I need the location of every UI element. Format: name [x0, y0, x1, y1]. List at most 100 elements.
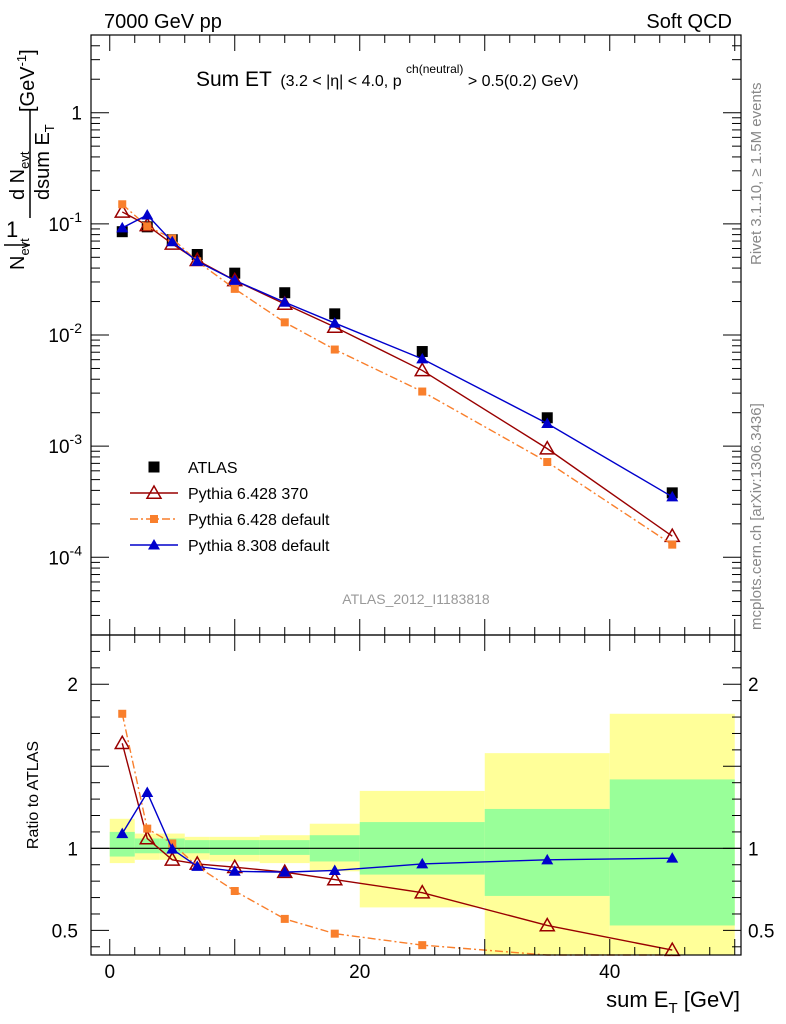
ratio-point-pythia-8-308-default: [116, 827, 129, 839]
main-point-pythia-6-428-default: [280, 318, 289, 327]
main-point-pythia-6-428-default: [143, 222, 152, 231]
main-panel: 10-4 10-3 10-2 10-1 1 Sum ET (3.2 < |η| < 4.…: [4, 34, 742, 636]
ratio-point-pythia-6-428-default: [418, 941, 427, 950]
legend-label-atlas: ATLAS: [188, 460, 238, 477]
ratio-y-axis-label: Ratio to ATLAS: [25, 741, 42, 849]
ratio-point-pythia-8-308-default: [166, 843, 179, 854]
legend-label-pythia-6-428-370: Pythia 6.428 370: [188, 486, 308, 503]
main-x-ticks: [109, 35, 736, 635]
main-title: Sum ET (3.2 < |η| < 4.0, p ch(neutral) >…: [196, 60, 579, 91]
ratio-point-pythia-8-308-default: [416, 857, 429, 869]
main-point-atlas: [279, 287, 291, 299]
ratio-point-pythia-6-428-370: [276, 863, 294, 879]
ratio-point-pythia-6-428-370: [163, 851, 181, 866]
ylabel-denominator: dsum ET: [32, 124, 57, 200]
main-point-pythia-6-428-default: [543, 458, 552, 467]
legend-marker-pythia-6-428-370: [145, 484, 163, 499]
main-series-line-pythia-6-428-default: [121, 203, 673, 546]
main-point-pythia-6-428-default: [418, 387, 427, 396]
ratio-point-pythia-8-308-default: [541, 853, 554, 865]
main-point-pythia-6-428-default: [668, 540, 677, 549]
ratio-y-tick-label-right: 1: [748, 839, 759, 860]
x-tick-label: 0: [104, 962, 115, 983]
ratio-y-tick-label-left: 2: [67, 675, 78, 696]
ratio-stat-band: [184, 840, 210, 854]
ratio-stat-band: [259, 840, 310, 855]
ratio-point-pythia-8-308-default: [228, 865, 241, 876]
ratio-point-pythia-8-308-default: [141, 786, 154, 798]
main-point-pythia-6-428-default: [330, 345, 339, 354]
legend-entry-atlas: ATLAS: [148, 460, 238, 477]
legend-marker-atlas: [148, 461, 160, 473]
legend-entry-pythia-8-308-default: Pythia 8.308 default: [130, 538, 330, 555]
mcplots-label: mcplots.cern.ch [arXiv:1306.3436]: [748, 403, 765, 630]
main-y-axis-label: 1 Nevt d Nevt dsum ET [GeV-1]: [4, 49, 57, 270]
ylabel-numerator: d Nevt: [7, 151, 32, 200]
legend-entry-pythia-6-428-default: Pythia 6.428 default: [130, 512, 330, 529]
ylabel-units: [GeV-1]: [14, 49, 39, 112]
ylabel-nevt: Nevt: [7, 238, 32, 270]
main-point-pythia-6-428-370: [113, 203, 131, 218]
main-series-line-pythia-6-428-370: [121, 211, 673, 537]
title-cut-b: > 0.5(0.2) GeV): [468, 73, 579, 90]
title-main: Sum ET: [196, 68, 272, 91]
title-cut-a: (3.2 < |η| < 4.0, p: [280, 73, 401, 90]
ratio-series-pythia-8-308-default: [116, 786, 679, 877]
main-point-pythia-8-308-default: [141, 209, 154, 220]
main-point-pythia-6-428-default: [230, 284, 239, 293]
main-point-atlas: [416, 346, 428, 358]
ratio-y-tick-label-left: 1: [67, 839, 78, 860]
main-y-tick-label: 10-2: [48, 320, 82, 347]
legend-marker-pythia-8-308-default: [148, 539, 160, 550]
ratio-point-pythia-6-428-370: [113, 734, 131, 750]
ratio-point-pythia-6-428-default: [118, 709, 127, 718]
ratio-panel: 0.5 0.51 12 20 20 40 Ratio to ATLAS sum ET [G…: [25, 634, 774, 1017]
legend-label-pythia-8-308-default: Pythia 8.308 default: [188, 538, 330, 555]
main-point-pythia-8-308-default: [416, 352, 429, 364]
main-point-pythia-8-308-default: [191, 255, 204, 266]
ratio-point-pythia-6-428-370: [326, 871, 344, 886]
main-point-pythia-6-428-370: [413, 361, 431, 377]
header-right: Soft QCD: [646, 11, 732, 33]
ratio-point-pythia-6-428-default: [280, 914, 289, 923]
main-y-tick-labels: 10-4 10-3 10-2 10-1 1: [48, 104, 82, 570]
ratio-point-pythia-8-308-default: [328, 864, 341, 875]
main-point-pythia-8-308-default: [116, 221, 129, 233]
main-point-pythia-8-308-default: [166, 235, 179, 247]
ratio-point-pythia-8-308-default: [191, 860, 204, 871]
ratio-stat-band: [484, 808, 610, 896]
ratio-point-pythia-6-428-370: [413, 884, 431, 899]
ratio-point-pythia-6-428-default: [330, 929, 339, 938]
main-y-tick-label: 1: [71, 104, 82, 125]
ratio-point-pythia-6-428-370: [538, 916, 556, 932]
analysis-watermark: ATLAS_2012_I1183818: [342, 591, 490, 607]
ratio-point-pythia-8-308-default: [666, 852, 679, 863]
legend-label-pythia-6-428-default: Pythia 6.428 default: [188, 512, 330, 529]
main-plot-content: [113, 200, 681, 549]
legend: ATLAS Pythia 6.428 370 Pythia 6.428 defaul…: [130, 460, 330, 555]
main-point-pythia-8-308-default: [666, 490, 679, 502]
x-tick-label: 40: [599, 962, 620, 983]
main-point-pythia-8-308-default: [278, 296, 291, 307]
ratio-y-tick-label-right: 0.5: [748, 921, 774, 942]
main-point-pythia-8-308-default: [328, 317, 341, 328]
ratio-series-pythia-6-428-370: [113, 734, 681, 957]
main-series-line-pythia-8-308-default: [121, 214, 673, 498]
rivet-version-label: Rivet 3.1.10, ≥ 1.5M events: [748, 83, 765, 266]
ratio-point-pythia-6-428-370: [138, 829, 156, 845]
main-y-tick-label: 10-3: [48, 431, 82, 458]
ratio-point-pythia-6-428-default: [230, 887, 239, 895]
ratio-ticks: 0.5 0.51 12 20 20 40: [52, 635, 774, 983]
legend-marker-pythia-6-428-default: [150, 515, 158, 523]
legend-entry-pythia-6-428-370: Pythia 6.428 370: [130, 484, 308, 503]
main-point-atlas: [329, 308, 341, 320]
main-point-pythia-8-308-default: [228, 274, 241, 285]
x-tick-label: 20: [349, 962, 370, 983]
main-point-pythia-6-428-default: [118, 200, 127, 209]
ratio-plot-content: [91, 709, 741, 957]
main-point-pythia-8-308-default: [541, 417, 554, 428]
ratio-series-line-pythia-8-308-default: [121, 791, 673, 873]
ratio-stat-band: [209, 840, 260, 855]
ratio-y-tick-label-right: 2: [748, 675, 759, 696]
